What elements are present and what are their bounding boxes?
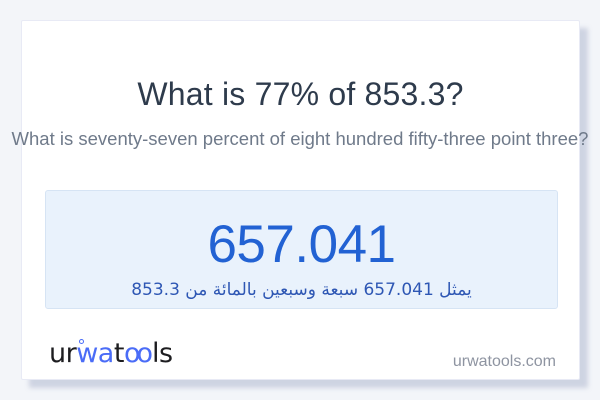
question-subtitle: What is seventy-seven percent of eight h… bbox=[11, 128, 589, 149]
result-card: What is 77% of 853.3? 657.041 يمثل 657.0… bbox=[21, 20, 580, 380]
urwatools-logo: urwatoo ls bbox=[49, 338, 173, 370]
logo-segment-ls: ls bbox=[152, 338, 173, 369]
logo-segment-t: t bbox=[113, 338, 125, 369]
site-domain: urwatools.com bbox=[452, 353, 556, 370]
question-title: What is 77% of 853.3? bbox=[137, 76, 464, 112]
result-value: 657.041 bbox=[207, 215, 396, 274]
logo-glasses-oo-icon: oo bbox=[123, 338, 153, 369]
result-box: 657.041 يمثل 657.041 سبعة وسبعين بالمائة… bbox=[45, 190, 558, 309]
logo-segment-ur: ur bbox=[49, 338, 77, 369]
ring-icon bbox=[79, 339, 84, 344]
result-description-arabic: يمثل 657.041 سبعة وسبعين بالمائة من 853.… bbox=[131, 280, 472, 300]
